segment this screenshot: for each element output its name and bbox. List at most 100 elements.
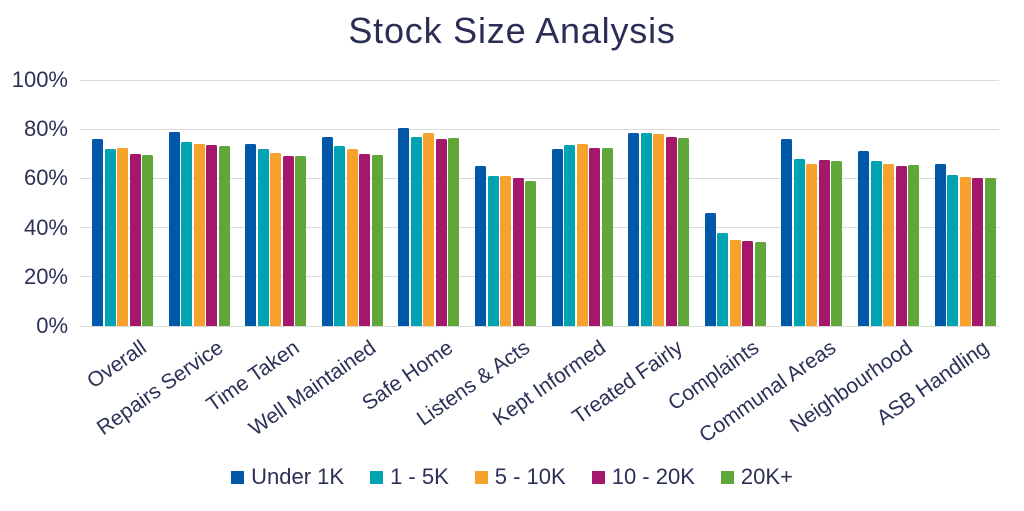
bar [525, 180, 536, 326]
gridline [80, 276, 999, 278]
bar [245, 143, 257, 326]
y-axis-tick-label: 0% [36, 313, 68, 338]
bar-group [321, 80, 383, 326]
bar-group [781, 80, 843, 326]
bar [475, 166, 486, 326]
y-axis-tick-label: 80% [23, 116, 68, 142]
bar-group [92, 80, 153, 326]
bar [487, 175, 499, 326]
gridline [80, 325, 999, 327]
bar [104, 148, 116, 326]
bar [282, 156, 294, 326]
x-axis-category-label: Communal Areas [694, 336, 841, 448]
legend-swatch [720, 470, 734, 484]
legend: Under 1K 1 - 5K 5 - 10K 10 - 20K 20K+ [0, 464, 1024, 490]
bar-group [168, 80, 230, 326]
bar [729, 239, 741, 326]
legend-swatch [231, 470, 245, 484]
bar [218, 146, 230, 326]
bar [704, 212, 716, 326]
bar [934, 163, 946, 326]
y-axis-tick-label: 100% [11, 67, 68, 92]
bar [717, 232, 729, 326]
bar [295, 156, 307, 326]
bar [92, 139, 103, 326]
bar [601, 147, 613, 326]
bar [448, 137, 460, 326]
y-axis-tick-label: 40% [23, 214, 68, 240]
bar [500, 175, 511, 326]
bar-group [398, 80, 460, 326]
bar [589, 147, 601, 326]
plot-area [80, 79, 999, 327]
bar [653, 134, 665, 326]
bar [193, 143, 205, 326]
legend-label: 10 - 20K [611, 464, 695, 489]
bar [346, 148, 358, 326]
bar [270, 152, 282, 326]
bar [321, 136, 333, 326]
y-axis-tick-label: 60% [23, 165, 68, 191]
gridline [80, 227, 999, 229]
bar-group [551, 80, 613, 326]
bar [908, 164, 919, 326]
bar-group [934, 80, 996, 326]
legend-item: 10 - 20K [591, 464, 695, 490]
gridline [80, 177, 999, 179]
y-axis-tick-label: 20% [23, 263, 68, 289]
bar [870, 161, 882, 326]
legend-label: 5 - 10K [494, 464, 566, 489]
bar [551, 148, 563, 326]
bar [742, 241, 754, 326]
bar [423, 132, 435, 326]
bar [628, 132, 640, 326]
bar [806, 163, 818, 326]
bar [984, 178, 996, 326]
bar [883, 163, 894, 326]
bar-group [245, 80, 307, 326]
bar [512, 178, 524, 326]
bar [781, 139, 793, 326]
legend-swatch [591, 470, 605, 484]
bar [359, 153, 371, 326]
bar [435, 139, 447, 326]
bar [640, 132, 652, 326]
bar [665, 136, 677, 326]
bar [410, 136, 422, 326]
bar [334, 146, 346, 326]
bar [793, 158, 805, 326]
bar [398, 127, 410, 326]
bar [181, 141, 193, 326]
bar [831, 161, 843, 326]
bar [576, 143, 588, 326]
bar [895, 166, 907, 326]
legend-label: Under 1K [251, 464, 345, 489]
bar [564, 145, 576, 326]
bar [818, 159, 830, 326]
bar [117, 147, 128, 326]
legend-swatch [474, 470, 488, 484]
bar [972, 178, 984, 326]
bar [678, 137, 690, 326]
legend-item: 5 - 10K [474, 464, 566, 490]
chart-title: Stock Size Analysis [348, 10, 676, 51]
bar [959, 177, 971, 326]
legend-item: Under 1K [231, 464, 344, 490]
bar-group [628, 80, 690, 326]
bar [371, 155, 383, 326]
gridline [80, 79, 999, 81]
bar [257, 148, 269, 326]
legend-item: 1 - 5K [370, 464, 449, 490]
legend-item: 20K+ [720, 464, 793, 490]
bar [206, 145, 218, 326]
gridline [80, 128, 999, 130]
bar [947, 174, 959, 326]
bar [129, 153, 141, 326]
legend-swatch [370, 470, 384, 484]
x-axis-category-label: Overall [83, 336, 151, 394]
bar-group [704, 80, 766, 326]
legend-label: 1 - 5K [390, 464, 449, 489]
bar-group [858, 80, 919, 326]
bar [142, 155, 153, 326]
legend-label: 20K+ [740, 464, 793, 489]
